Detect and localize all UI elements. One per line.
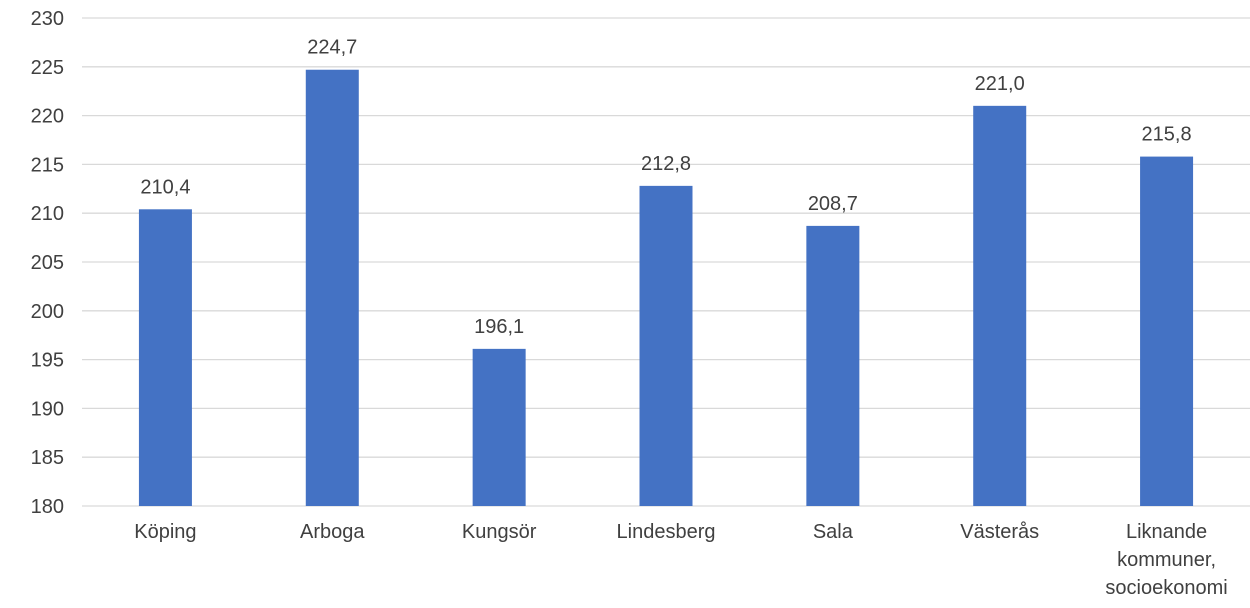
data-label: 208,7 [808,193,858,215]
bar [806,225,860,506]
x-category-label: kommuner, [1117,549,1216,571]
bar [639,185,693,506]
x-category-label: Lindesberg [617,521,716,543]
x-category-label: socioekonomi [1105,577,1227,599]
x-category-label: Kungsör [462,521,537,543]
y-tick-label: 200 [31,301,64,323]
data-label: 210,4 [140,176,190,198]
y-axis-ticks: 180 185 190 195 200 205 210 215 220 225 230 [31,8,64,518]
x-category-label: Sala [813,521,854,543]
data-label: 212,8 [641,153,691,175]
x-category-label: Arboga [300,521,365,543]
bar [472,348,526,506]
data-label: 224,7 [307,37,357,59]
data-label: 215,8 [1142,124,1192,146]
x-category-label: Köping [134,521,196,543]
bar [305,69,359,506]
y-tick-label: 195 [31,350,64,372]
y-tick-label: 205 [31,252,64,274]
bar [973,105,1027,506]
x-category-label: Liknande [1126,521,1207,543]
bars [138,69,1194,507]
y-tick-label: 180 [31,496,64,518]
y-tick-label: 185 [31,447,64,469]
y-tick-label: 225 [31,57,64,79]
data-labels: 210,4 224,7 196,1 212,8 208,7 221,0 215,8 [140,37,1191,338]
y-tick-label: 210 [31,203,64,225]
y-tick-label: 190 [31,398,64,420]
y-tick-label: 220 [31,106,64,128]
x-category-label: Västerås [960,521,1039,543]
y-tick-label: 230 [31,8,64,30]
data-label: 221,0 [975,73,1025,95]
x-axis-categories: Köping Arboga Kungsör Lindesberg Sala Västerå… [134,521,1227,599]
y-tick-label: 215 [31,154,64,176]
bar [138,209,192,506]
bar [1140,156,1194,507]
data-label: 196,1 [474,316,524,338]
